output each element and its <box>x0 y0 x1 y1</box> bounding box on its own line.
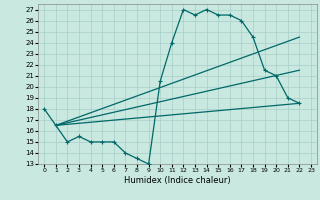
X-axis label: Humidex (Indice chaleur): Humidex (Indice chaleur) <box>124 176 231 185</box>
